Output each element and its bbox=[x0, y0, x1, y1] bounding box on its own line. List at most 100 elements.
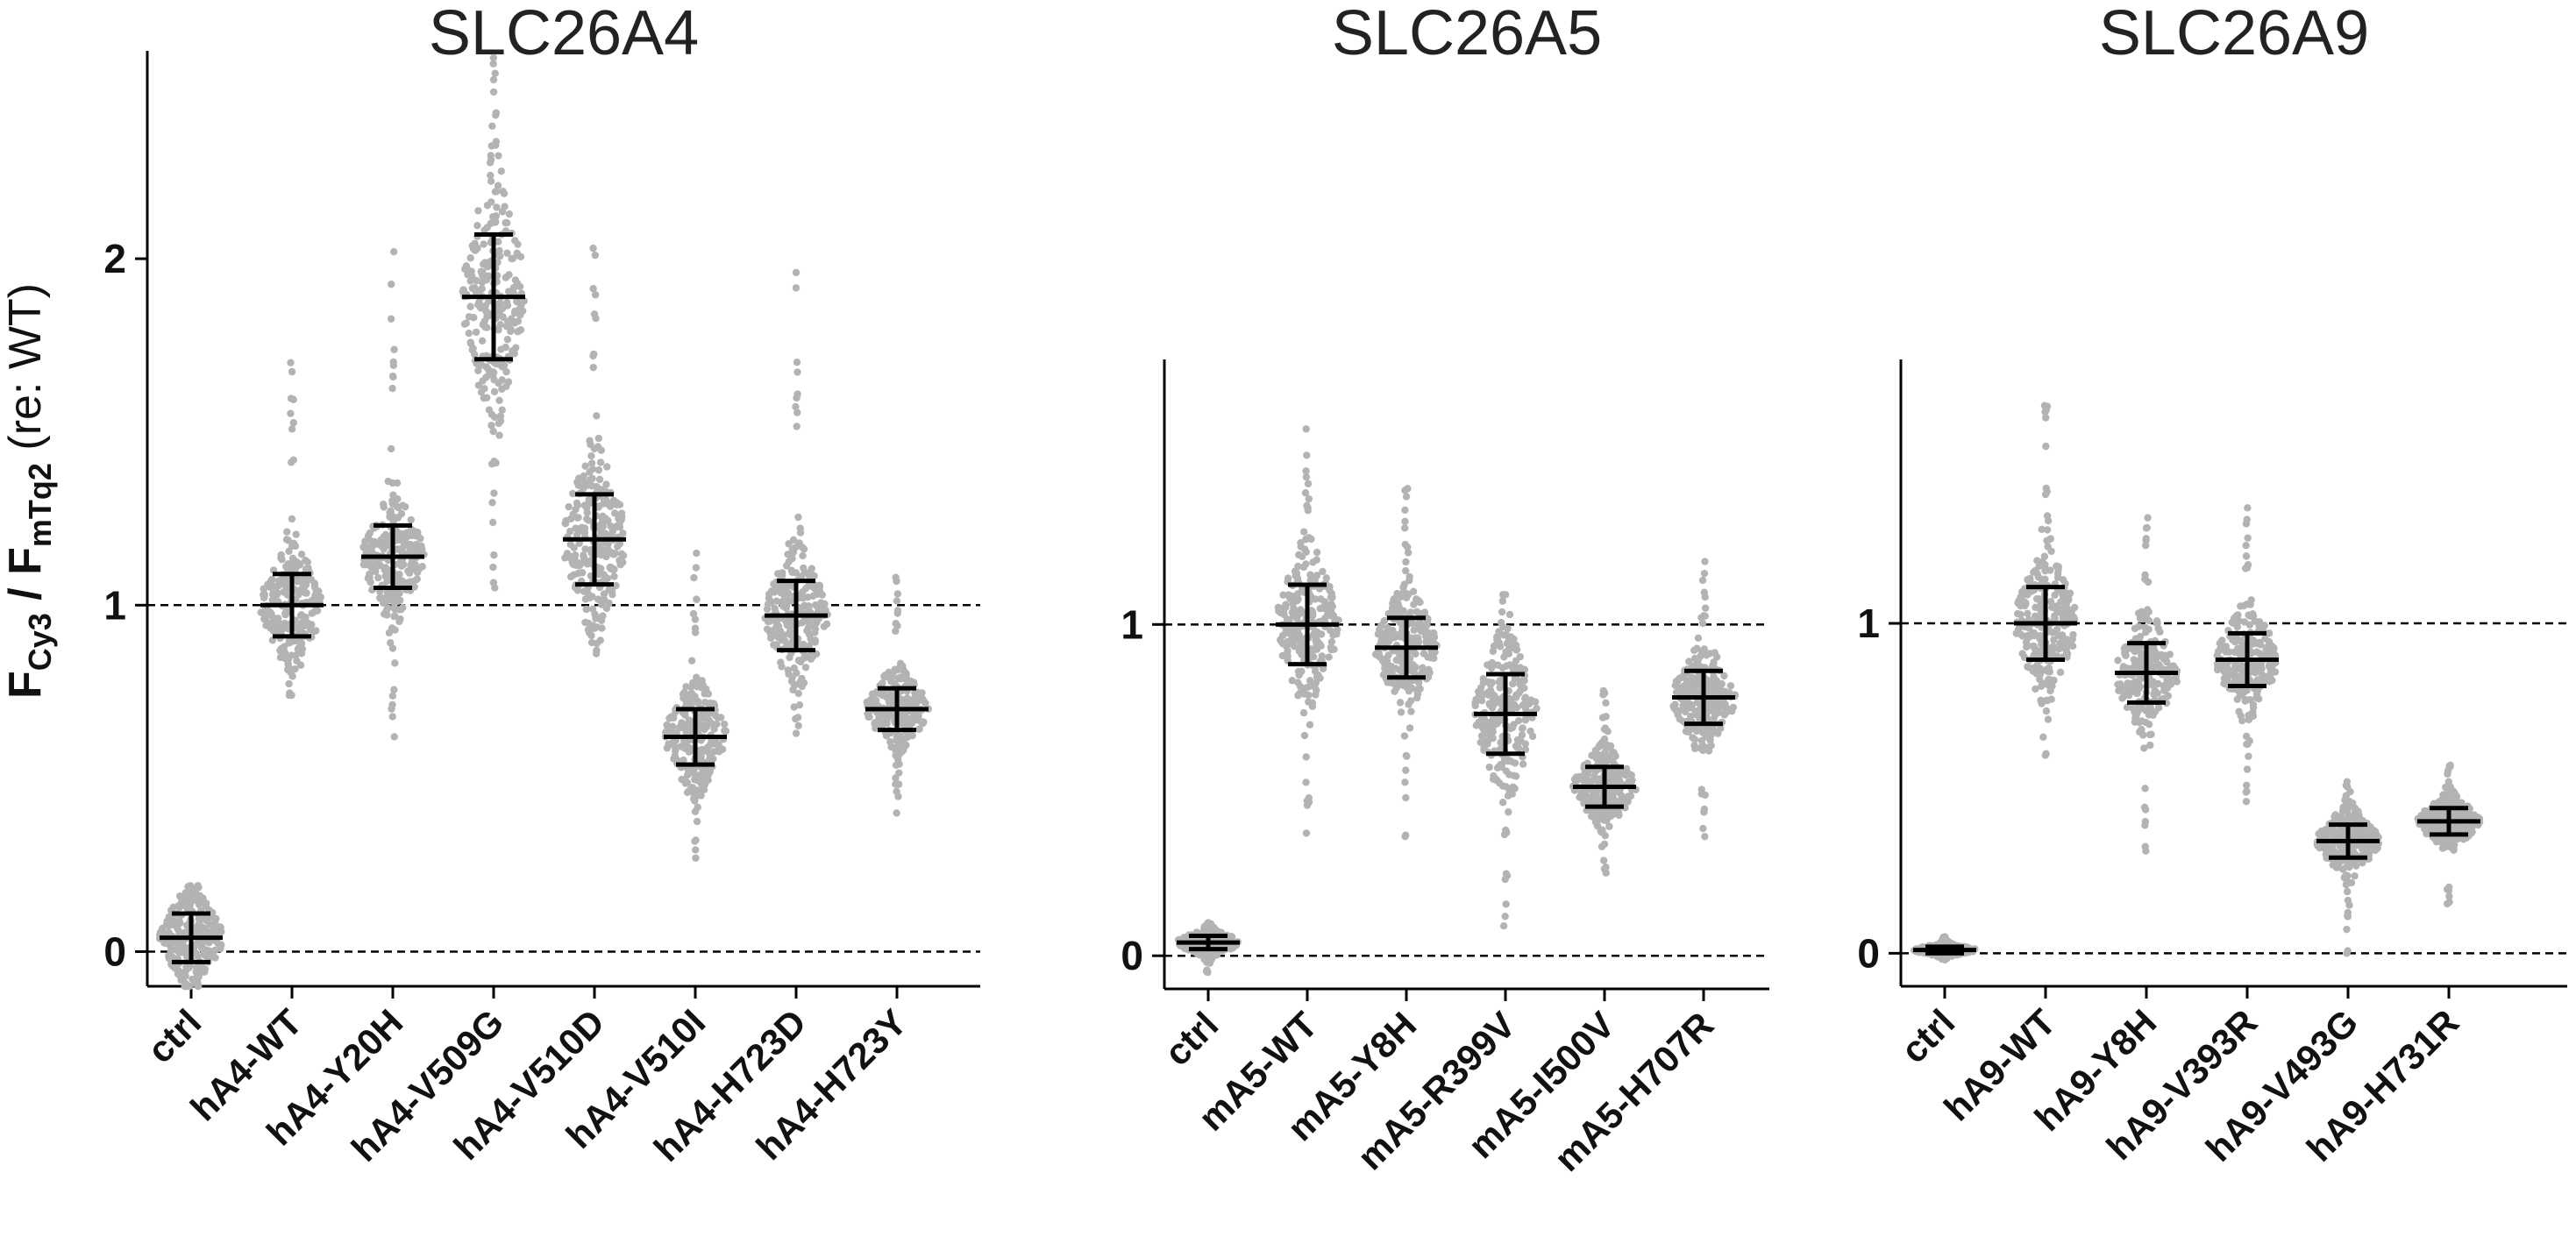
data-point bbox=[495, 246, 503, 255]
data-point bbox=[380, 594, 388, 602]
data-point bbox=[495, 238, 502, 246]
data-point bbox=[510, 319, 519, 327]
data-point bbox=[1592, 793, 1601, 801]
data-point bbox=[587, 451, 595, 460]
data-point bbox=[608, 586, 616, 595]
data-point bbox=[167, 947, 175, 955]
data-point bbox=[598, 519, 606, 528]
data-point bbox=[2153, 619, 2161, 627]
data-point bbox=[1427, 654, 1435, 662]
data-point bbox=[285, 679, 293, 688]
data-point bbox=[1717, 724, 1725, 732]
y-axis-label: FCy3 / FmTq2 (re: WT) bbox=[0, 283, 58, 699]
data-point bbox=[2242, 788, 2250, 796]
data-point bbox=[801, 664, 810, 672]
data-point bbox=[395, 589, 403, 597]
data-point bbox=[485, 406, 494, 414]
data-point bbox=[570, 544, 578, 552]
data-point bbox=[796, 524, 804, 532]
data-points bbox=[1471, 591, 1541, 930]
data-point bbox=[1401, 540, 1409, 549]
data-point bbox=[782, 604, 790, 613]
data-point bbox=[794, 689, 802, 698]
data-point bbox=[896, 732, 905, 740]
data-point bbox=[2244, 740, 2252, 749]
data-point bbox=[821, 600, 829, 608]
data-point bbox=[292, 530, 300, 538]
data-point bbox=[907, 677, 915, 686]
data-point bbox=[1401, 566, 1410, 575]
data-point bbox=[2043, 537, 2051, 544]
data-point bbox=[1686, 686, 1695, 695]
data-point bbox=[2040, 552, 2049, 560]
data-point bbox=[772, 618, 780, 626]
data-point bbox=[1512, 703, 1521, 712]
data-point bbox=[2053, 570, 2062, 578]
data-point bbox=[2165, 674, 2174, 682]
data-point bbox=[1614, 771, 1623, 779]
data-point bbox=[282, 536, 291, 544]
data-point bbox=[690, 766, 698, 774]
data-point bbox=[1608, 748, 1617, 756]
data-point bbox=[503, 249, 511, 257]
data-point bbox=[1614, 808, 1623, 816]
data-point bbox=[1683, 677, 1691, 685]
data-point bbox=[2338, 807, 2347, 815]
data-point bbox=[1489, 647, 1498, 656]
data-point bbox=[1519, 701, 1527, 709]
data-point bbox=[893, 607, 902, 615]
data-point bbox=[366, 570, 374, 579]
data-point bbox=[693, 549, 701, 558]
data-point bbox=[473, 277, 480, 285]
data-point bbox=[2343, 887, 2352, 896]
data-point bbox=[487, 152, 495, 160]
error-bar bbox=[260, 572, 324, 639]
data-point bbox=[388, 713, 396, 721]
data-point bbox=[908, 719, 916, 727]
error-bar bbox=[563, 492, 626, 587]
data-point bbox=[796, 678, 804, 686]
data-point bbox=[1501, 875, 1509, 884]
data-point bbox=[215, 925, 224, 933]
data-point bbox=[613, 543, 622, 551]
data-point bbox=[414, 528, 422, 537]
data-point bbox=[573, 499, 581, 508]
data-point bbox=[402, 529, 410, 537]
data-point bbox=[600, 590, 608, 598]
data-point bbox=[586, 629, 594, 637]
data-point bbox=[502, 367, 510, 376]
data-point bbox=[2022, 638, 2031, 646]
data-point bbox=[1507, 757, 1515, 765]
data-point bbox=[1285, 629, 1294, 637]
data-point bbox=[597, 446, 606, 454]
data-point bbox=[2024, 663, 2032, 671]
data-point bbox=[2030, 568, 2038, 576]
data-point bbox=[1513, 743, 1521, 752]
data-point bbox=[2140, 803, 2149, 812]
data-point bbox=[589, 285, 597, 293]
data-point bbox=[489, 75, 498, 84]
data-point bbox=[1714, 708, 1723, 717]
data-points bbox=[459, 53, 529, 592]
data-point bbox=[915, 725, 923, 734]
data-point bbox=[1516, 652, 1524, 661]
data-point bbox=[1204, 968, 1212, 977]
data-point bbox=[385, 591, 393, 600]
data-point bbox=[1502, 900, 1510, 908]
data-point bbox=[2241, 697, 2249, 705]
data-point bbox=[793, 359, 801, 366]
data-point bbox=[489, 88, 498, 96]
data-point bbox=[2131, 718, 2139, 726]
data-point bbox=[782, 562, 791, 570]
data-point bbox=[1502, 870, 1511, 878]
data-point bbox=[1498, 608, 1506, 616]
data-point bbox=[498, 385, 506, 393]
data-point bbox=[474, 366, 482, 374]
data-point bbox=[902, 669, 910, 678]
data-point bbox=[313, 607, 322, 615]
data-point bbox=[663, 744, 672, 752]
data-point bbox=[2060, 638, 2068, 646]
data-point bbox=[493, 203, 501, 211]
y-tick-label: 2 bbox=[103, 236, 126, 281]
data-point bbox=[588, 482, 596, 490]
